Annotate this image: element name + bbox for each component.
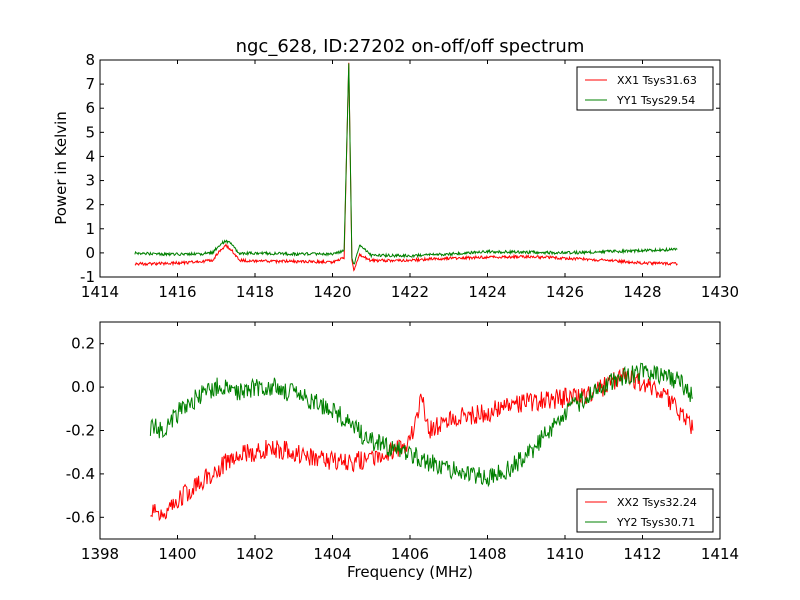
bottom-legend: XX2 Tsys32.24 YY2 Tsys30.71 (576, 488, 714, 533)
bottom-x-tick-label: 1398 (81, 545, 119, 563)
top-x-tick-label: 1426 (546, 283, 584, 301)
bottom-x-tick-label: 1402 (236, 545, 274, 563)
bottom-legend-label-1: XX2 Tsys32.24 (617, 496, 697, 509)
top-chart-title: ngc_628, ID:27202 on-off/off spectrum (236, 36, 585, 57)
top-y-tick-label: 4 (85, 147, 95, 165)
top-series-line-2 (134, 63, 678, 265)
top-series-line-1 (134, 62, 678, 272)
top-legend-label-1: XX1 Tsys31.63 (617, 74, 697, 87)
bottom-y-tick-label: -0.6 (66, 508, 95, 526)
bottom-x-tick-label: 1404 (313, 545, 351, 563)
top-y-tick-label: 1 (85, 220, 95, 238)
top-y-tick-label: 3 (85, 172, 95, 190)
top-legend-box (576, 66, 714, 111)
bottom-x-tick-label: 1410 (546, 545, 584, 563)
top-y-tick-label: 8 (85, 51, 95, 69)
bottom-y-tick-label: 0.0 (71, 378, 95, 396)
top-y-axis-label: Power in Kelvin (52, 111, 70, 225)
bottom-y-tick-label: -0.2 (66, 422, 95, 440)
top-y-tick-label: 2 (85, 196, 95, 214)
top-y-tick-label: 5 (85, 123, 95, 141)
top-panel: 1414 1416 1418 1420 1422 1424 1426 1428 1430-101… (80, 51, 739, 301)
bottom-series-line-1 (150, 367, 694, 522)
bottom-legend-label-2: YY2 Tsys30.71 (616, 516, 695, 529)
bottom-x-tick-label: 1406 (391, 545, 429, 563)
top-legend-label-2: YY1 Tsys29.54 (616, 94, 695, 107)
top-y-tick-label: -1 (80, 268, 95, 286)
bottom-series-line-2 (149, 362, 693, 488)
bottom-panel: 1398 1400 1402 1404 1406 1408 1410 1412 1414 -0.6… (66, 321, 739, 563)
bottom-y-tick-label: -0.4 (66, 465, 95, 483)
top-x-tick-label: 1424 (468, 283, 506, 301)
top-x-tick-label: 1430 (701, 283, 739, 301)
top-x-tick-label: 1416 (158, 283, 196, 301)
bottom-x-tick-label: 1408 (468, 545, 506, 563)
bottom-x-tick-label: 1414 (701, 545, 739, 563)
bottom-legend-box (576, 488, 714, 533)
top-y-tick-label: 7 (85, 75, 95, 93)
bottom-x-tick-label: 1400 (158, 545, 196, 563)
top-x-tick-label: 1420 (313, 283, 351, 301)
bottom-x-axis-label: Frequency (MHz) (347, 563, 473, 581)
bottom-x-tick-label: 1412 (623, 545, 661, 563)
top-x-tick-label: 1418 (236, 283, 274, 301)
top-x-tick-label: 1428 (623, 283, 661, 301)
top-y-tick-label: 0 (85, 244, 95, 262)
top-legend: XX1 Tsys31.63 YY1 Tsys29.54 (576, 66, 714, 111)
top-x-tick-label: 1414 (81, 283, 119, 301)
bottom-y-tick-label: 0.2 (71, 335, 95, 353)
top-x-tick-label: 1422 (391, 283, 429, 301)
top-y-tick-label: 6 (85, 99, 95, 117)
